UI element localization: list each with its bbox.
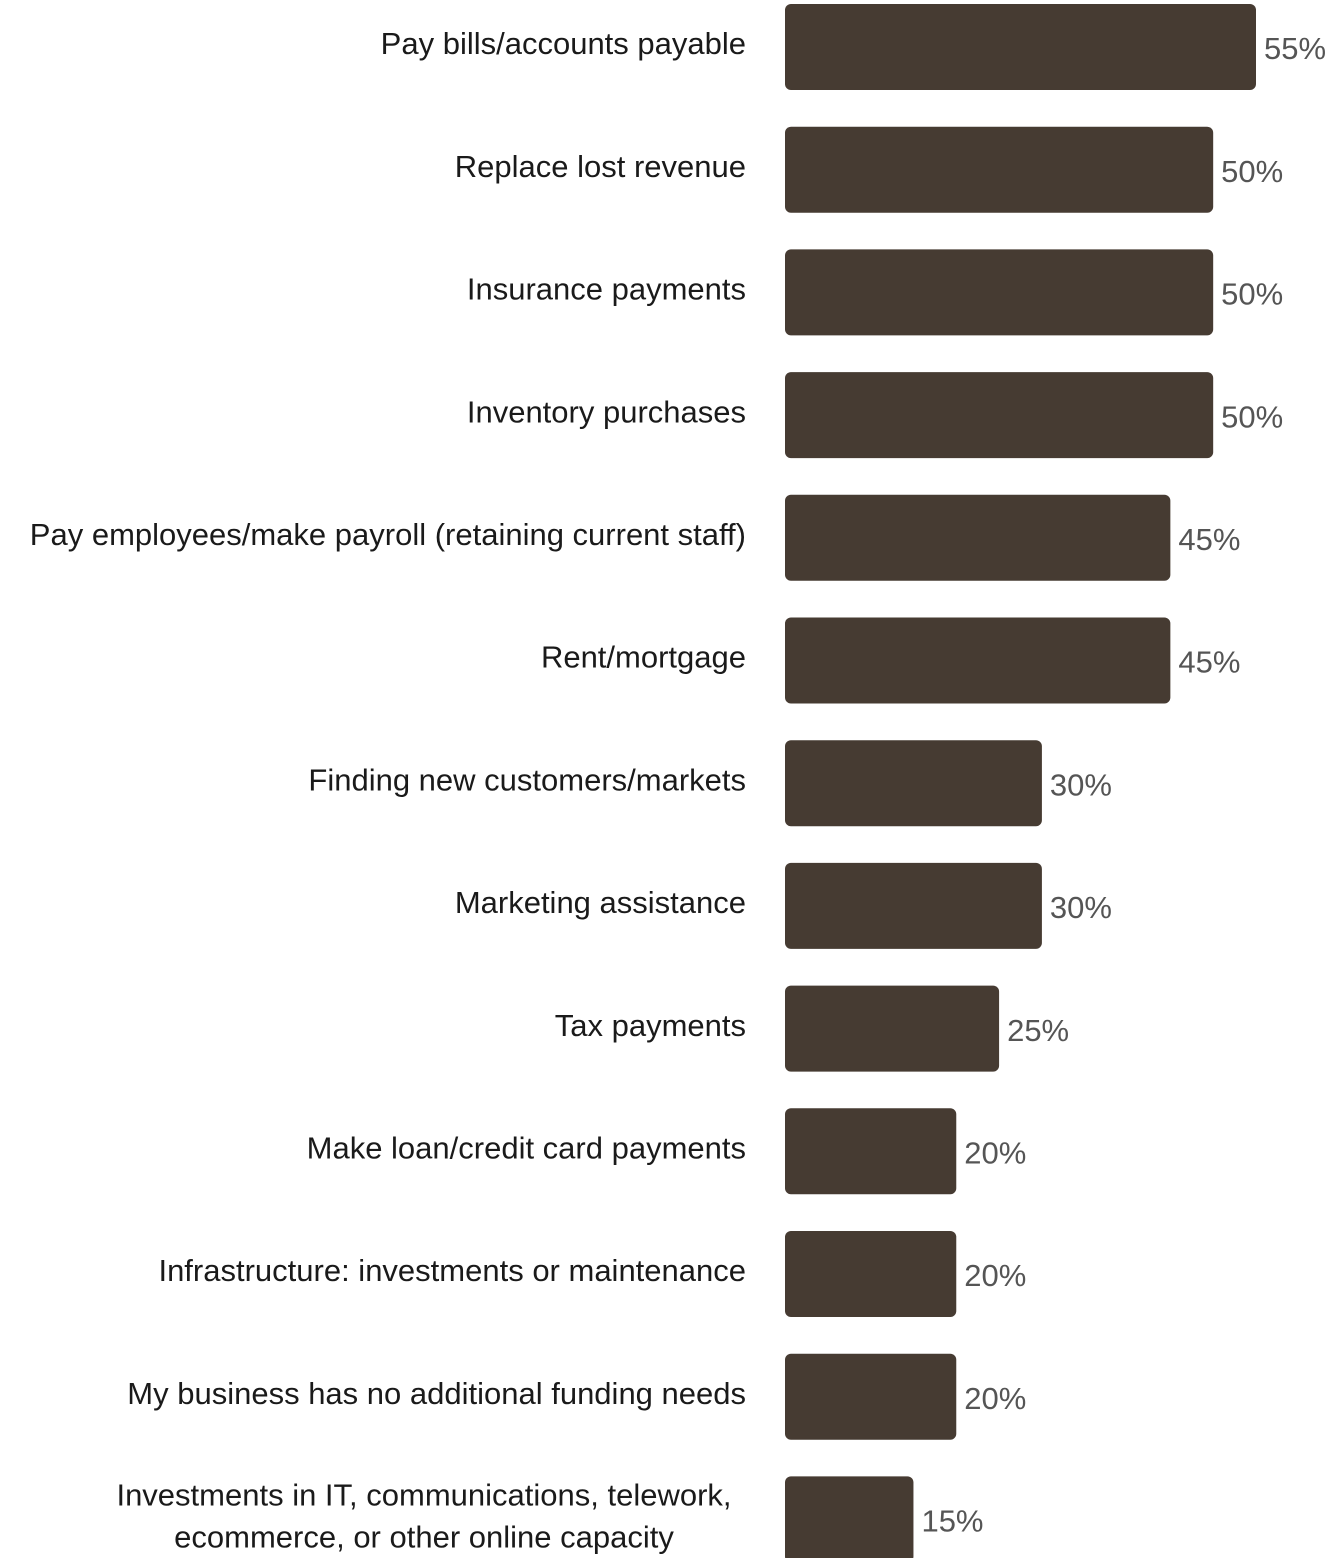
bar xyxy=(785,862,1042,949)
bar-value-label: 20% xyxy=(964,1135,1026,1170)
bar-value-label: 45% xyxy=(1178,645,1240,680)
bar xyxy=(785,1476,914,1558)
bar xyxy=(785,740,1042,827)
category-label: Rent/mortgage xyxy=(541,640,746,675)
bar-value-label: 20% xyxy=(964,1258,1026,1293)
bar xyxy=(785,4,1256,90)
category-label: Pay bills/accounts payable xyxy=(381,26,746,61)
bar-value-label: 50% xyxy=(1221,399,1283,434)
bar-value-label: 20% xyxy=(964,1381,1026,1416)
category-label: Replace lost revenue xyxy=(455,149,746,184)
bar-value-label: 15% xyxy=(921,1504,983,1539)
bar xyxy=(785,985,1000,1072)
bar xyxy=(785,126,1214,213)
bar-value-label: 50% xyxy=(1221,277,1283,312)
bar xyxy=(785,249,1214,336)
category-label: Infrastructure: investments or maintenan… xyxy=(158,1253,746,1288)
bar xyxy=(785,1231,957,1317)
bar xyxy=(785,372,1214,459)
bar-value-label: 25% xyxy=(1007,1013,1069,1048)
category-label: Marketing assistance xyxy=(455,885,746,920)
bar xyxy=(785,494,1171,581)
bar-value-label: 30% xyxy=(1050,890,1112,925)
category-label: Inventory purchases xyxy=(467,394,746,429)
category-label: Pay employees/make payroll (retaining cu… xyxy=(30,517,746,552)
category-label: Insurance payments xyxy=(467,272,746,307)
category-label: My business has no additional funding ne… xyxy=(127,1376,746,1411)
category-label: Investments in IT, communications, telew… xyxy=(116,1478,731,1555)
bar xyxy=(785,617,1171,704)
bar-value-label: 55% xyxy=(1264,31,1326,66)
bar-value-label: 45% xyxy=(1178,522,1240,557)
bar-value-label: 30% xyxy=(1050,767,1112,802)
bar xyxy=(785,1108,957,1195)
category-label: Tax payments xyxy=(555,1008,746,1043)
bar-value-label: 50% xyxy=(1221,154,1283,189)
bar xyxy=(785,1353,957,1440)
category-label: Finding new customers/markets xyxy=(308,762,746,797)
category-label: Make loan/credit card payments xyxy=(307,1130,746,1165)
